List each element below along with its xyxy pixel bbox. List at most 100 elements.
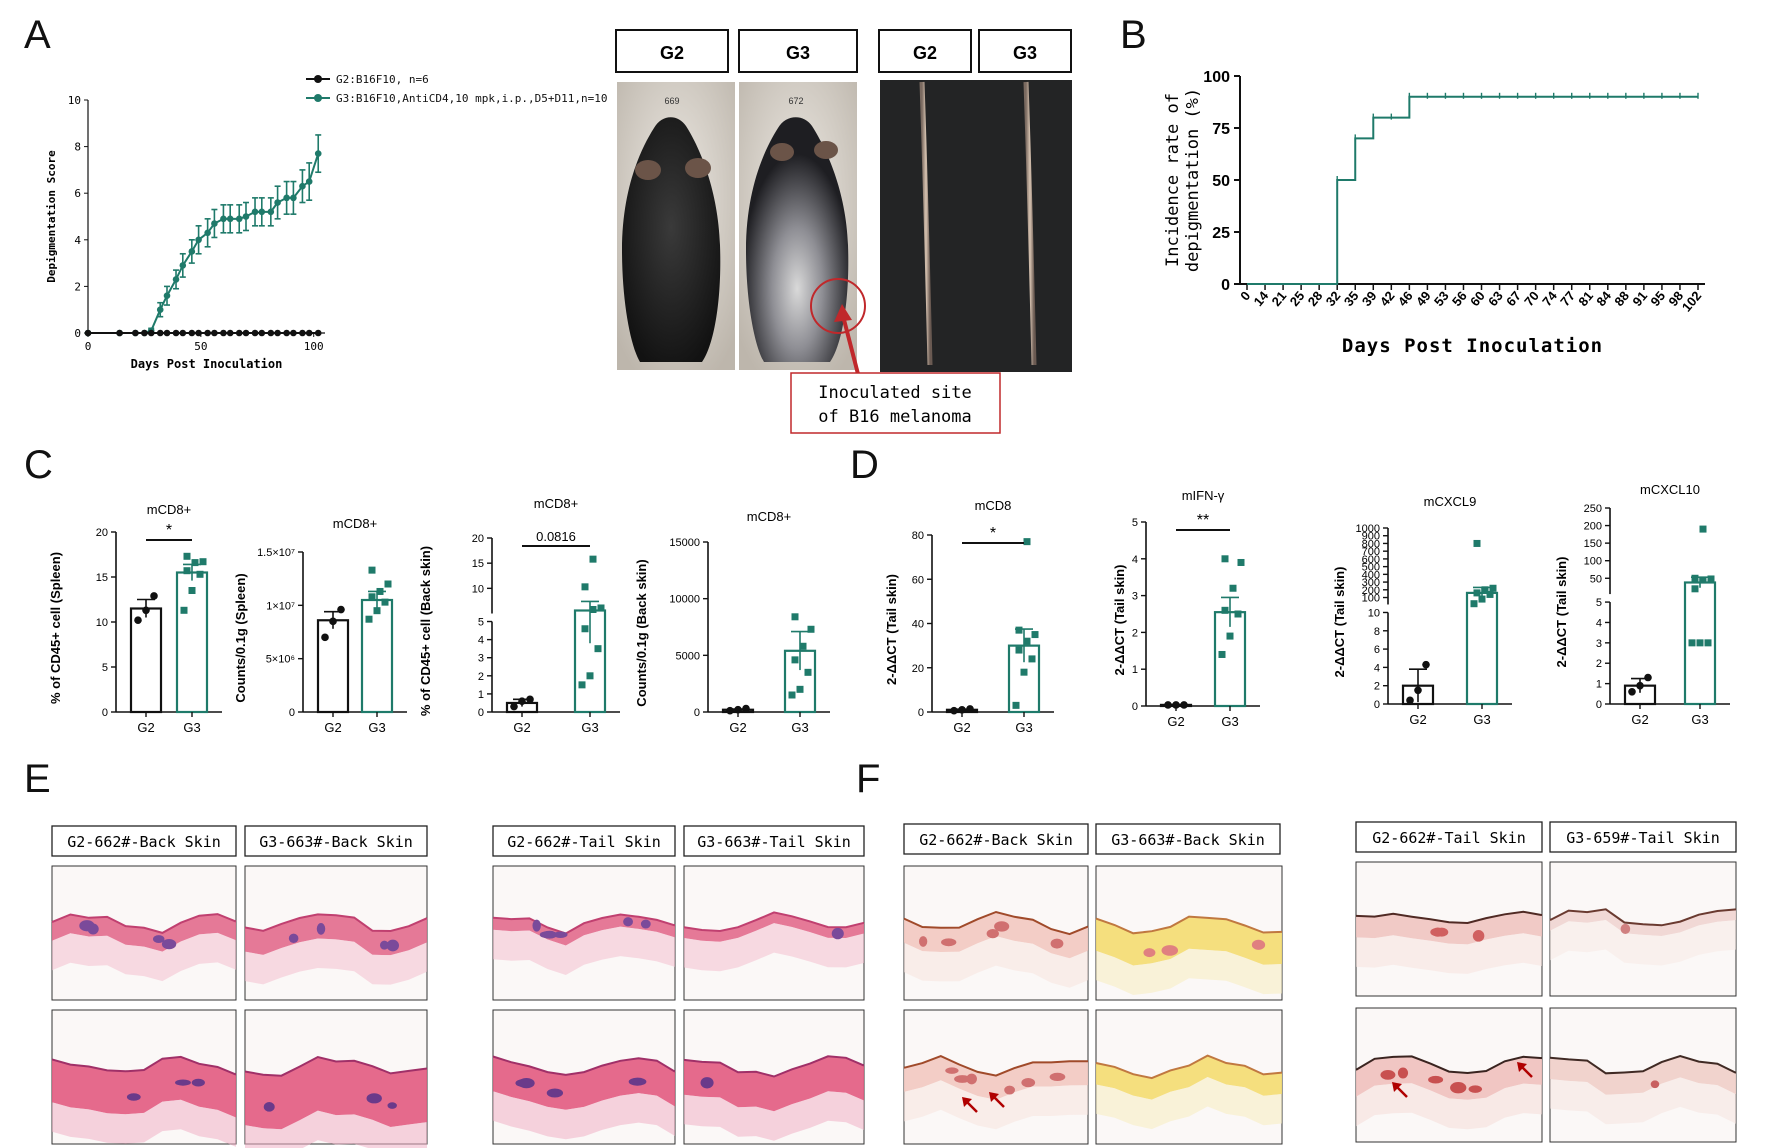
data-point <box>163 292 171 300</box>
y-tick-label: 500 <box>1362 562 1380 574</box>
data-point <box>299 329 306 337</box>
y-tick-label: 20 <box>472 533 484 545</box>
data-point <box>1406 696 1414 705</box>
epidermis-edge <box>1355 910 1543 925</box>
data-point <box>1691 574 1699 582</box>
epidermis-edge <box>51 1055 237 1076</box>
y-tick-label: 0 <box>74 327 81 340</box>
x-tick-label-g2: G2 <box>729 720 746 735</box>
epidermis-edge <box>903 910 1089 936</box>
dermis-layer <box>684 1091 864 1141</box>
epidermis-edge <box>1549 1054 1737 1075</box>
data-point <box>791 613 799 621</box>
y-tick-label: 20 <box>96 527 108 539</box>
data-point <box>211 329 218 337</box>
follicle <box>1430 928 1443 937</box>
data-point <box>368 593 376 601</box>
bar-chart-D1: 0 20 40 60 80 G2 G3 mCD8 2-ΔΔCT (Tail skin) * <box>884 498 1054 735</box>
data-point <box>226 329 234 337</box>
y-tick-label: 10 <box>96 617 108 629</box>
data-point <box>321 633 329 642</box>
data-point <box>235 215 243 223</box>
y-tick-label: 4 <box>74 234 81 247</box>
callout-line2: of B16 melanoma <box>818 407 972 427</box>
follicle <box>1143 948 1156 958</box>
data-point <box>150 592 158 600</box>
data-point <box>188 248 196 255</box>
data-point <box>376 587 384 595</box>
data-point <box>132 329 139 337</box>
epidermis-edge <box>244 1055 428 1077</box>
he-label-g2-tail: G2-662#-Tail Skin <box>507 833 661 851</box>
follicle <box>640 919 651 929</box>
dermis-layer <box>1096 1077 1282 1130</box>
data-point <box>1699 576 1707 584</box>
y-tick-label: 700 <box>1362 546 1380 558</box>
follicle <box>1650 1080 1660 1089</box>
tissue-layer <box>1550 1056 1736 1095</box>
follicle <box>175 1079 191 1086</box>
red-arrowhead <box>1392 1082 1402 1092</box>
sr-label-g2-back: G2-662#-Back Skin <box>919 831 1073 849</box>
y-tick-label: 3 <box>1132 591 1138 603</box>
y-tick-label: 20 <box>912 663 924 675</box>
histology-image <box>51 1009 237 1147</box>
y-tick-label: 100 <box>1584 556 1602 568</box>
y-tick-label: 4 <box>1374 662 1380 674</box>
data-point <box>1486 590 1494 598</box>
y-tick-label: 400 <box>1362 569 1380 581</box>
bar-chart-C2: 0 5×10⁶ 1×10⁷ 1.5×10⁷ G2 G3 mCD8+ Counts/0.1g (… <box>233 516 407 735</box>
histology-image <box>683 1009 865 1145</box>
follicle <box>1021 1078 1036 1088</box>
follicle <box>366 1093 382 1104</box>
x-tick-label-g2: G2 <box>513 720 530 735</box>
y-tick-label: 8 <box>74 141 81 154</box>
data-point <box>1688 639 1696 647</box>
chart-title: mCXCL9 <box>1424 494 1477 509</box>
dermis-layer <box>52 932 236 982</box>
data-point <box>581 625 589 633</box>
y-tick-label: 5 <box>478 617 484 629</box>
data-point <box>251 329 259 337</box>
data-point <box>211 220 218 227</box>
mouse-tag-g3: 672 <box>788 96 803 106</box>
follicle <box>316 923 326 935</box>
series-line <box>88 153 320 334</box>
x-tick-label-g3: G3 <box>1221 714 1238 729</box>
data-point <box>283 194 290 202</box>
photo-label-g2-mouse: G2 <box>660 43 684 63</box>
follicle <box>628 1077 647 1086</box>
data-point <box>1478 595 1486 603</box>
data-point <box>179 262 187 269</box>
sr-label-g3-back-box <box>1095 823 1281 855</box>
follicle <box>986 929 999 939</box>
data-point <box>1015 626 1023 634</box>
follicle <box>546 1088 564 1098</box>
data-point <box>1628 687 1636 696</box>
follicle <box>539 931 557 939</box>
data-point <box>381 598 389 606</box>
y-tick-label: 5000 <box>676 650 700 662</box>
data-point <box>1699 525 1707 533</box>
histology-image <box>903 1009 1089 1145</box>
he-label-g3-tail-box <box>683 825 865 857</box>
follicle <box>1004 1085 1015 1095</box>
x-tick-label-g2: G2 <box>324 720 341 735</box>
data-point <box>180 606 188 614</box>
data-point <box>1473 539 1481 547</box>
x-tick-label-g3: G3 <box>581 720 598 735</box>
data-point <box>258 208 266 216</box>
data-point <box>1028 655 1036 663</box>
x-axis-label: Days Post Inoculation <box>1342 335 1603 357</box>
histology-image <box>1095 865 1283 1001</box>
data-point <box>586 672 594 680</box>
sr-label-g3-back: G3-663#-Back Skin <box>1111 831 1265 849</box>
data-point <box>267 208 275 216</box>
histology-image <box>903 865 1089 1001</box>
y-tick-label: 0 <box>1132 701 1138 713</box>
data-point <box>799 642 807 650</box>
panel-label-d: D <box>850 443 879 487</box>
panel-label-e: E <box>24 757 51 801</box>
x-tick-label-g3: G3 <box>791 720 808 735</box>
